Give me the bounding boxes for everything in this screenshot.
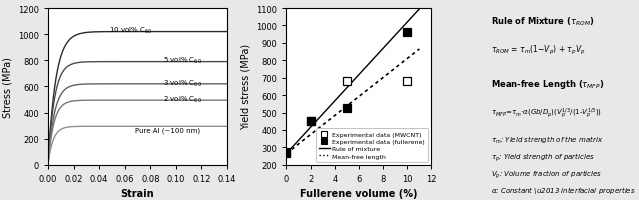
Text: Rule of Mixture ($\tau_{ROM}$): Rule of Mixture ($\tau_{ROM}$)	[491, 15, 594, 28]
Text: Pure Al (~100 nm): Pure Al (~100 nm)	[135, 127, 200, 133]
X-axis label: Strain: Strain	[121, 188, 154, 198]
Text: 10 vol% C$_{60}$: 10 vol% C$_{60}$	[109, 25, 153, 36]
Text: $\tau_{ROM}$ = $\tau_m$(1$-$$V_p$) + $\tau_p$$V_p$: $\tau_{ROM}$ = $\tau_m$(1$-$$V_p$) + $\t…	[491, 43, 585, 56]
X-axis label: Fullerene volume (%): Fullerene volume (%)	[300, 188, 418, 198]
Y-axis label: Stress (MPa): Stress (MPa)	[3, 57, 12, 117]
Text: 3 vol% C$_{60}$: 3 vol% C$_{60}$	[163, 78, 202, 88]
Text: $\tau_p$: Yield strength of particles: $\tau_p$: Yield strength of particles	[491, 151, 595, 163]
Text: $\alpha$: Constant \u2013 interfacial properties: $\alpha$: Constant \u2013 interfacial pr…	[491, 184, 636, 195]
Text: $\tau_m$: Yield strength of the matrix: $\tau_m$: Yield strength of the matrix	[491, 135, 603, 146]
Y-axis label: Yield stress (MPa): Yield stress (MPa)	[241, 44, 251, 130]
Text: $\tau_{MFP}$=$\tau_m$$\cdot$$\alpha$($Gb$/$D_p$)($V_p^{1/3}$/(1-$V_p^{1/3}$)): $\tau_{MFP}$=$\tau_m$$\cdot$$\alpha$($Gb…	[491, 106, 602, 120]
Legend: Experimental data (MWCNT), Experimental data (fullerene), Rule of mixture, Mean-: Experimental data (MWCNT), Experimental …	[316, 129, 428, 162]
Text: 5 vol% C$_{60}$: 5 vol% C$_{60}$	[163, 56, 202, 66]
Text: $V_p$: Volume fraction of particles: $V_p$: Volume fraction of particles	[491, 167, 603, 180]
Text: Mean-free Length ($\tau_{MFP}$): Mean-free Length ($\tau_{MFP}$)	[491, 78, 604, 91]
Text: 2 vol% C$_{60}$: 2 vol% C$_{60}$	[163, 94, 202, 104]
